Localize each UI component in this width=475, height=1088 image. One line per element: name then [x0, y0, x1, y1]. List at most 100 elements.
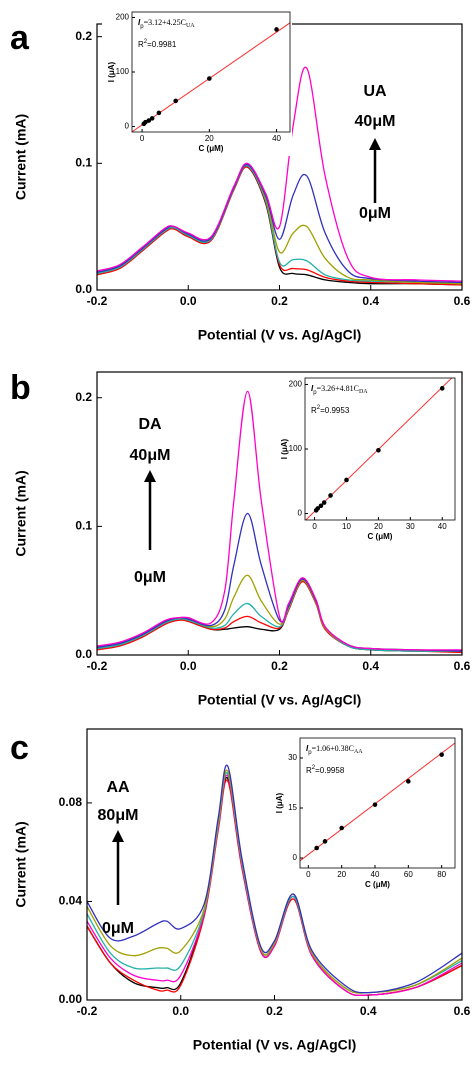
panel-label: c — [10, 729, 29, 767]
x-tick-label: 0.6 — [454, 1004, 471, 1018]
y-axis-label: Current (mA) — [13, 114, 29, 200]
x-tick-label: 20 — [205, 134, 214, 143]
data-point — [439, 386, 445, 391]
inset-background — [102, 10, 292, 156]
eq-subscript: DA — [359, 389, 368, 395]
plot-frame — [96, 371, 463, 656]
data-point — [318, 503, 324, 509]
eq-body: =3.26+4.81C — [317, 384, 359, 393]
eq-subscript: AA — [354, 749, 363, 755]
eq-body: =3.12+4.25C — [144, 18, 186, 27]
x-tick-label: 0.2 — [271, 659, 288, 673]
data-point — [173, 98, 179, 104]
y-tick-label: 0 — [293, 853, 298, 862]
r2-symbol: R — [138, 40, 144, 49]
x-axis-label: Potential (V vs. Ag/AgCl) — [198, 692, 362, 708]
r2-value: =0.9958 — [315, 766, 345, 775]
high-concentration: 40μM — [130, 447, 171, 464]
r-squared: R2=0.9958 — [306, 765, 345, 776]
r-squared: R2=0.9953 — [311, 405, 350, 416]
y-axis-label: I (μA) — [275, 792, 284, 813]
x-tick-label: 80 — [437, 870, 446, 879]
eq-subscript: p — [140, 24, 144, 30]
x-tick-label: 0.4 — [362, 294, 379, 308]
y-axis-label: I (μA) — [280, 438, 289, 459]
x-tick-label: 0.4 — [360, 1004, 377, 1018]
analyte-label: AA — [106, 779, 130, 796]
x-tick-label: 0.4 — [362, 659, 379, 673]
x-tick-label: 20 — [337, 870, 346, 879]
cv-curve — [97, 165, 462, 285]
y-tick-label: 0.1 — [75, 156, 92, 170]
y-tick-label: 200 — [289, 380, 303, 389]
cv-curve — [97, 66, 462, 282]
arrow-head — [112, 830, 124, 842]
y-tick-label: 200 — [116, 13, 130, 22]
data-point — [274, 27, 279, 32]
x-tick-label: 30 — [406, 522, 415, 531]
x-tick-label: -0.2 — [87, 659, 108, 673]
plot-frame — [304, 377, 456, 521]
y-tick-label: 0.00 — [59, 992, 83, 1006]
x-tick-label: 0 — [306, 870, 311, 879]
r-squared: R2=0.9981 — [138, 39, 177, 50]
r2-symbol: R — [311, 406, 317, 415]
high-concentration: 80μM — [98, 807, 139, 824]
data-point — [344, 477, 349, 483]
x-axis-label: C (μM) — [368, 532, 393, 541]
x-tick-label: 0.0 — [180, 294, 197, 308]
data-point — [406, 779, 411, 784]
y-axis-label: Current (mA) — [13, 470, 29, 556]
y-tick-label: 0.08 — [59, 795, 83, 809]
x-tick-label: 0.2 — [271, 294, 288, 308]
x-axis-label: Potential (V vs. Ag/AgCl) — [193, 1037, 357, 1053]
x-axis-label: Potential (V vs. Ag/AgCl) — [198, 327, 362, 343]
y-tick-label: 0 — [298, 509, 303, 518]
panel-label: a — [10, 19, 30, 57]
x-tick-label: 0 — [312, 522, 317, 531]
cv-curve — [87, 764, 462, 994]
x-tick-label: 0.0 — [180, 659, 197, 673]
x-tick-label: 0.2 — [266, 1004, 283, 1018]
plot-frame — [299, 737, 456, 869]
x-tick-label: 40 — [438, 522, 447, 531]
cv-curve — [97, 579, 462, 652]
data-point — [315, 506, 321, 511]
eq-symbol: I — [311, 384, 314, 393]
cv-curve — [97, 390, 462, 651]
y-tick-label: 0.2 — [75, 390, 92, 404]
y-tick-label: 0.04 — [59, 894, 83, 908]
y-tick-label: 0.0 — [75, 282, 92, 296]
inset-background — [270, 736, 457, 892]
data-point — [314, 845, 319, 851]
eq-subscript: p — [313, 390, 317, 396]
y-tick-label: 100 — [289, 444, 303, 453]
x-tick-label: -0.2 — [77, 1004, 98, 1018]
x-tick-label: 0.6 — [454, 294, 471, 308]
data-point — [439, 752, 444, 757]
low-concentration: 0μM — [359, 205, 391, 222]
equation: Ip=3.12+4.25CUA — [138, 18, 195, 30]
x-tick-label: 0.6 — [454, 659, 471, 673]
r2-superscript: 2 — [317, 405, 321, 411]
data-point — [328, 493, 333, 498]
y-tick-label: 0.0 — [75, 647, 92, 661]
x-tick-label: 40 — [371, 870, 380, 879]
inset-background — [275, 376, 457, 544]
data-point — [321, 500, 327, 505]
analyte-label: UA — [363, 83, 387, 100]
x-tick-label: 10 — [342, 522, 351, 531]
eq-symbol: I — [138, 18, 141, 27]
low-concentration: 0μM — [134, 569, 166, 586]
x-axis-label: C (μM) — [365, 880, 390, 889]
x-tick-label: -0.2 — [87, 294, 108, 308]
equation: Ip=1.06+0.38CAA — [306, 744, 363, 756]
x-tick-label: 60 — [404, 870, 413, 879]
equation: Ip=3.26+4.81CDA — [311, 384, 368, 396]
r2-symbol: R — [306, 766, 312, 775]
data-point — [149, 116, 155, 121]
cv-curve — [97, 574, 462, 652]
x-tick-label: 40 — [272, 134, 281, 143]
data-point — [339, 825, 344, 831]
r2-superscript: 2 — [144, 39, 148, 45]
